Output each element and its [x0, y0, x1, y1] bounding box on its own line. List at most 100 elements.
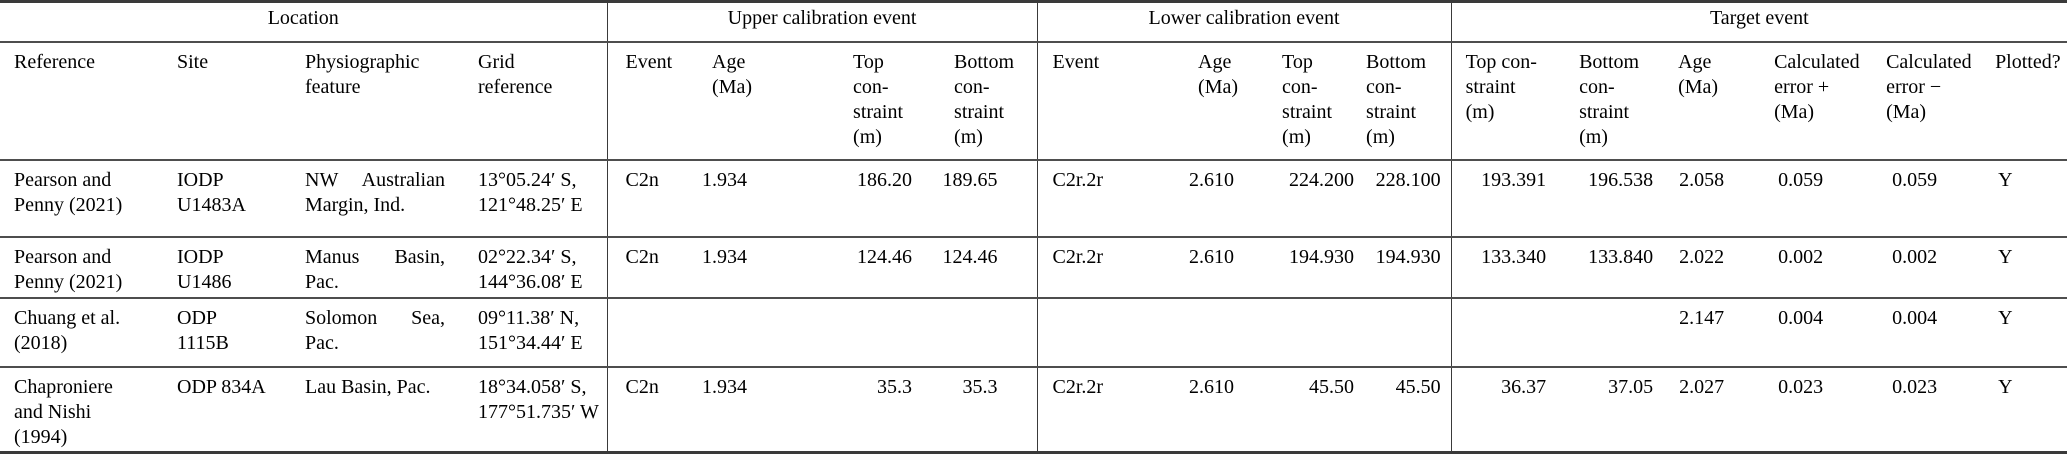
group-header-upper-calibration-event: Upper calibration event [607, 0, 1038, 43]
group-header-location: Location [0, 0, 608, 43]
cell-lower-bottom-constraint: 228.100 [1360, 159, 1452, 238]
column-header-row: Reference Site Physiographic feature Gri… [0, 41, 2067, 161]
cell-lower-top-constraint: 194.930 [1250, 236, 1361, 299]
cell-lower-event: C2r.2r [1037, 236, 1186, 299]
cell-target-bottom-constraint: 37.05 [1561, 366, 1662, 454]
col-header-site: Site [165, 41, 295, 161]
cell-physiographic-feature: Lau Basin, Pac. [295, 366, 460, 454]
cell-lower-bottom-constraint [1360, 297, 1452, 368]
col-header-plotted: Plotted? [1971, 41, 2067, 161]
col-header-target-bottom-constraint: Bottom con- straint (m) [1561, 41, 1662, 161]
cell-calculated-error-plus: 0.004 [1741, 297, 1862, 368]
cell-target-age: 2.022 [1661, 236, 1742, 299]
cell-calculated-error-minus: 0.004 [1861, 297, 1972, 368]
col-header-lower-top-constraint: Top con- straint (m) [1250, 41, 1361, 161]
cell-lower-event: C2r.2r [1037, 159, 1186, 238]
table-row: Pearson and Penny (2021) IODP U1486 Manu… [0, 236, 2067, 299]
cell-lower-age: 2.610 [1185, 366, 1251, 454]
cell-target-age: 2.147 [1661, 297, 1742, 368]
col-header-target-age: Age (Ma) [1661, 41, 1742, 161]
cell-lower-age [1185, 297, 1251, 368]
cell-upper-bottom-constraint: 189.65 [917, 159, 1038, 238]
cell-grid-reference: 02°22.34′ S, 144°36.08′ E [460, 236, 608, 299]
cell-upper-event: C2n [607, 159, 698, 238]
cell-calculated-error-plus: 0.023 [1741, 366, 1862, 454]
cell-physiographic-feature: Solomon Sea, Pac. [295, 297, 460, 368]
cell-site: IODP U1486 [165, 236, 295, 299]
cell-upper-top-constraint: 35.3 [777, 366, 918, 454]
cell-upper-event: C2n [607, 366, 698, 454]
cell-upper-bottom-constraint: 124.46 [917, 236, 1038, 299]
cell-upper-event: C2n [607, 236, 698, 299]
cell-reference: Pearson and Penny (2021) [0, 236, 165, 299]
cell-target-age: 2.027 [1661, 366, 1742, 454]
cell-target-top-constraint: 133.340 [1451, 236, 1562, 299]
cell-reference: Pearson and Penny (2021) [0, 159, 165, 238]
cell-plotted: Y [1971, 159, 2067, 238]
cell-lower-top-constraint: 224.200 [1250, 159, 1361, 238]
cell-plotted: Y [1971, 297, 2067, 368]
cell-lower-age: 2.610 [1185, 236, 1251, 299]
group-header-row: Location Upper calibration event Lower c… [0, 0, 2067, 43]
cell-upper-bottom-constraint: 35.3 [917, 366, 1038, 454]
cell-upper-bottom-constraint [917, 297, 1038, 368]
col-header-calculated-error-plus: Calculated error + (Ma) [1741, 41, 1862, 161]
col-header-upper-event: Event [607, 41, 698, 161]
col-header-lower-event: Event [1037, 41, 1186, 161]
cell-calculated-error-minus: 0.023 [1861, 366, 1972, 454]
cell-physiographic-feature: Manus Basin, Pac. [295, 236, 460, 299]
col-header-upper-bottom-constraint: Bottom con- straint (m) [917, 41, 1038, 161]
cell-calculated-error-plus: 0.002 [1741, 236, 1862, 299]
cell-target-bottom-constraint [1561, 297, 1662, 368]
cell-site: ODP 1115B [165, 297, 295, 368]
group-header-target-event: Target event [1451, 0, 2067, 43]
table-row: Chaproniere and Nishi (1994) ODP 834A La… [0, 366, 2067, 454]
cell-lower-event: C2r.2r [1037, 366, 1186, 454]
cell-calculated-error-minus: 0.002 [1861, 236, 1972, 299]
cell-reference: Chaproniere and Nishi (1994) [0, 366, 165, 454]
col-header-target-top-constraint: Top con- straint (m) [1451, 41, 1562, 161]
cell-lower-bottom-constraint: 194.930 [1360, 236, 1452, 299]
cell-calculated-error-plus: 0.059 [1741, 159, 1862, 238]
cell-grid-reference: 13°05.24′ S, 121°48.25′ E [460, 159, 608, 238]
cell-upper-age: 1.934 [697, 159, 778, 238]
col-header-calculated-error-minus: Calculated error − (Ma) [1861, 41, 1972, 161]
cell-grid-reference: 18°34.058′ S, 177°51.735′ W [460, 366, 608, 454]
col-header-reference: Reference [0, 41, 165, 161]
cell-target-bottom-constraint: 133.840 [1561, 236, 1662, 299]
cell-upper-top-constraint [777, 297, 918, 368]
cell-upper-age: 1.934 [697, 236, 778, 299]
cell-upper-age: 1.934 [697, 366, 778, 454]
cell-lower-top-constraint [1250, 297, 1361, 368]
cell-reference: Chuang et al. (2018) [0, 297, 165, 368]
cell-target-top-constraint: 36.37 [1451, 366, 1562, 454]
cell-site: IODP U1483A [165, 159, 295, 238]
col-header-upper-age: Age (Ma) [697, 41, 778, 161]
cell-lower-event [1037, 297, 1186, 368]
table-row: Pearson and Penny (2021) IODP U1483A NW … [0, 159, 2067, 238]
cell-target-bottom-constraint: 196.538 [1561, 159, 1662, 238]
table-row: Chuang et al. (2018) ODP 1115B Solomon S… [0, 297, 2067, 368]
cell-plotted: Y [1971, 236, 2067, 299]
cell-physiographic-feature: NW Australian Margin, Ind. [295, 159, 460, 238]
cell-target-top-constraint [1451, 297, 1562, 368]
group-header-lower-calibration-event: Lower calibration event [1037, 0, 1452, 43]
cell-lower-bottom-constraint: 45.50 [1360, 366, 1452, 454]
cell-upper-age [697, 297, 778, 368]
cell-upper-event [607, 297, 698, 368]
col-header-lower-age: Age (Ma) [1185, 41, 1251, 161]
cell-target-age: 2.058 [1661, 159, 1742, 238]
cell-lower-age: 2.610 [1185, 159, 1251, 238]
col-header-lower-bottom-constraint: Bottom con- straint (m) [1360, 41, 1452, 161]
cell-target-top-constraint: 193.391 [1451, 159, 1562, 238]
cell-site: ODP 834A [165, 366, 295, 454]
cell-calculated-error-minus: 0.059 [1861, 159, 1972, 238]
cell-upper-top-constraint: 186.20 [777, 159, 918, 238]
cell-upper-top-constraint: 124.46 [777, 236, 918, 299]
col-header-upper-top-constraint: Top con- straint (m) [777, 41, 918, 161]
cell-grid-reference: 09°11.38′ N, 151°34.44′ E [460, 297, 608, 368]
col-header-grid-reference: Grid reference [460, 41, 608, 161]
col-header-physiographic-feature: Physiographic feature [295, 41, 460, 161]
